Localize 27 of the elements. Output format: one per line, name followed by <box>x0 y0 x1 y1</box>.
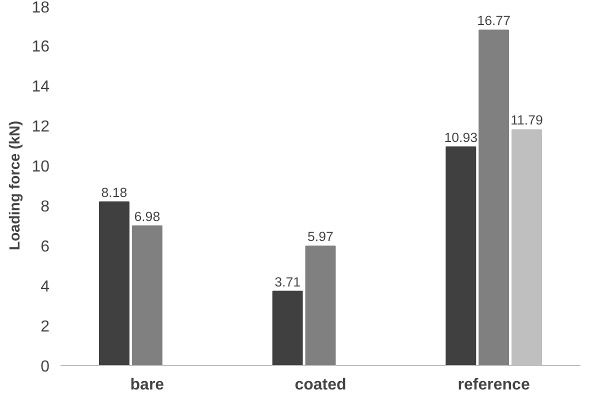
y-tick-label: 16 <box>32 38 50 56</box>
y-tick-label: 6 <box>40 238 50 256</box>
y-tick-label: 14 <box>32 78 50 96</box>
y-axis-title: Loading force (kN) <box>8 120 24 250</box>
y-tick-label: 2 <box>40 318 50 336</box>
data-label: 8.18 <box>101 184 128 200</box>
bar <box>305 246 336 366</box>
bar <box>99 201 130 366</box>
x-tick-label: bare <box>130 376 164 394</box>
data-label: 5.97 <box>308 229 334 244</box>
y-tick-label: 0 <box>40 358 50 376</box>
data-label: 6.98 <box>134 208 160 224</box>
x-tick-label: coated <box>294 376 346 394</box>
data-label: 16.77 <box>477 13 511 28</box>
bar <box>272 290 303 366</box>
bar <box>446 146 476 366</box>
y-tick-label: 18 <box>32 0 50 16</box>
data-label: 11.79 <box>510 112 543 128</box>
y-tick-label: 12 <box>32 118 50 136</box>
y-tick-label: 4 <box>40 278 50 296</box>
bar <box>478 30 510 366</box>
data-label: 10.93 <box>444 130 478 145</box>
y-tick-label: 8 <box>40 198 50 216</box>
y-tick-label: 10 <box>32 158 50 176</box>
bar <box>132 225 162 366</box>
x-tick-label: reference <box>458 376 530 394</box>
data-label: 3.71 <box>274 274 301 290</box>
